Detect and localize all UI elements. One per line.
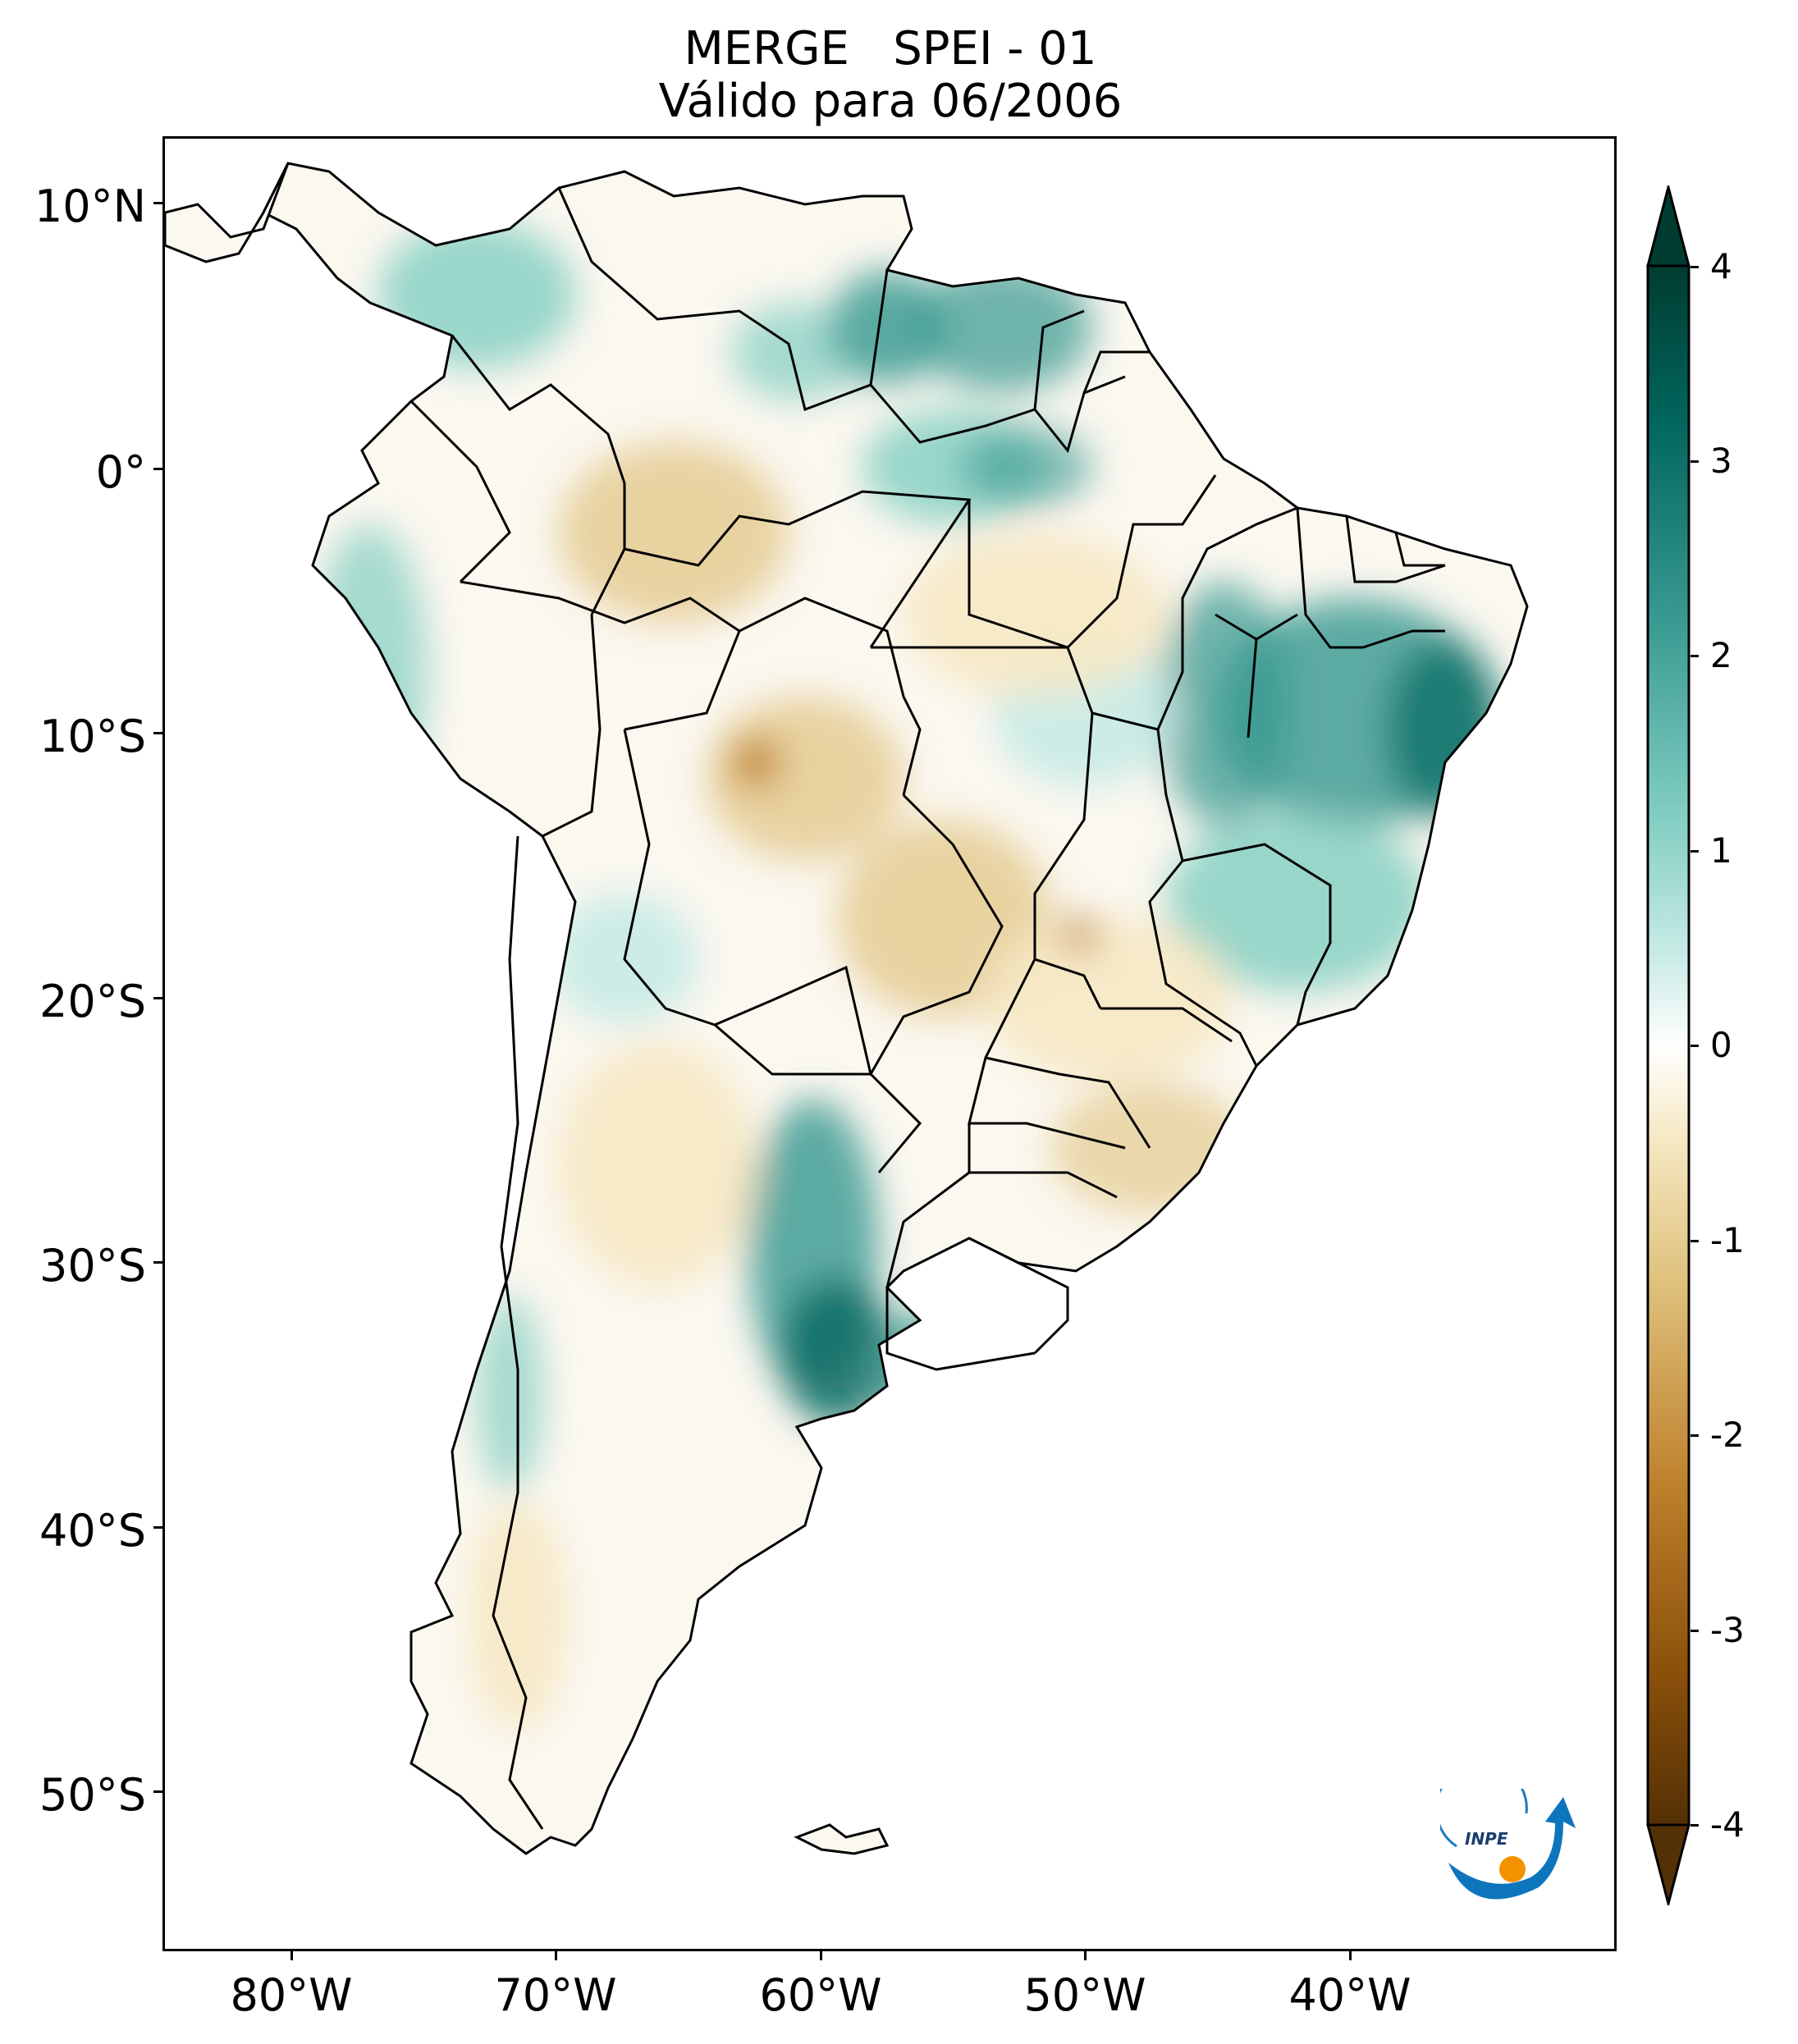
colorbar-extend-bottom (1646, 1823, 1690, 1905)
inpe-logo: INPE (1440, 1789, 1576, 1900)
lat-label: 30°S (39, 1240, 146, 1292)
colorbar-tick (1690, 1824, 1699, 1827)
chart-title: MERGE SPEI - 01 (684, 22, 1097, 75)
colorbar-label: -1 (1710, 1220, 1745, 1260)
central-america (165, 162, 290, 263)
lat-label: 20°S (39, 976, 146, 1027)
colorbar-label: 1 (1710, 830, 1732, 871)
country-borders (409, 187, 1446, 1830)
colorbar-tick (1690, 850, 1699, 853)
land-base (263, 163, 1527, 1854)
colorbar-label: -2 (1710, 1415, 1745, 1455)
chart-subtitle: Válido para 06/2006 (658, 75, 1123, 128)
lon-label: 60°W (759, 1969, 882, 2021)
lat-tick (153, 1526, 162, 1529)
lon-label: 40°W (1288, 1969, 1411, 2021)
lat-label: 40°S (39, 1505, 146, 1557)
lat-label: 10°N (34, 181, 146, 232)
lon-tick (1349, 1951, 1352, 1960)
lat-tick (153, 997, 162, 999)
falkland-islands (794, 1823, 890, 1855)
logo-orange-dot (1499, 1856, 1526, 1882)
lat-tick (153, 1790, 162, 1793)
colorbar-label: 0 (1710, 1025, 1732, 1065)
map-canvas (165, 162, 1529, 1855)
logo-swoosh (1448, 1797, 1576, 1900)
colorbar-label: -4 (1710, 1804, 1745, 1845)
lon-label: 80°W (230, 1969, 353, 2021)
colorbar (1646, 185, 1690, 1905)
lon-tick (555, 1951, 557, 1960)
lat-label: 50°S (39, 1769, 146, 1821)
colorbar-tick (1690, 1434, 1699, 1437)
lon-tick (820, 1951, 822, 1960)
lat-tick (153, 468, 162, 470)
colorbar-label: 3 (1710, 441, 1732, 481)
logo-text: INPE (1465, 1829, 1508, 1849)
lat-label: 0° (95, 446, 146, 498)
lat-tick (153, 732, 162, 734)
lon-tick (1084, 1951, 1087, 1960)
map-panel (162, 136, 1617, 1951)
colorbar-body (1646, 264, 1690, 1827)
colorbar-tick (1690, 266, 1699, 268)
colorbar-extend-top (1646, 185, 1690, 268)
colorbar-tick (1690, 655, 1699, 657)
colorbar-label: 2 (1710, 635, 1732, 675)
lon-tick (291, 1951, 293, 1960)
lat-tick (153, 1261, 162, 1264)
colorbar-tick (1690, 1045, 1699, 1047)
lat-tick (153, 202, 162, 204)
lat-label: 10°S (39, 711, 146, 762)
lon-label: 70°W (494, 1969, 617, 2021)
colorbar-tick (1690, 1630, 1699, 1632)
colorbar-tick (1690, 460, 1699, 463)
colorbar-label: -3 (1710, 1610, 1745, 1650)
colorbar-label: 4 (1710, 246, 1732, 286)
coastline (261, 162, 1529, 1855)
colorbar-tick (1690, 1240, 1699, 1242)
lon-label: 50°W (1023, 1969, 1146, 2021)
